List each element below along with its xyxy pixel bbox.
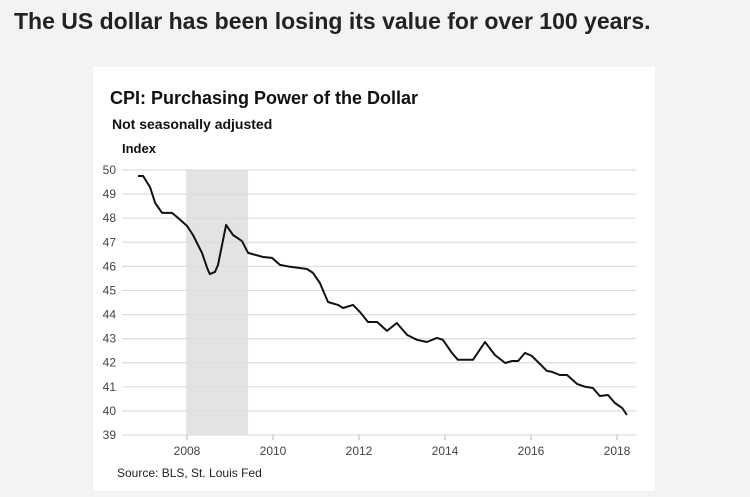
- y-tick-label: 44: [103, 308, 117, 322]
- y-tick-label: 50: [103, 163, 117, 177]
- source-note: Source: BLS, St. Louis Fed: [117, 466, 262, 480]
- y-axis-label: Index: [122, 141, 156, 156]
- x-tick-label: 2014: [432, 444, 459, 458]
- y-tick-label: 39: [103, 428, 117, 442]
- y-tick-label: 47: [103, 235, 117, 249]
- series-line: [138, 175, 628, 416]
- x-tick-label: 2008: [174, 444, 201, 458]
- y-tick-label: 42: [103, 356, 117, 370]
- y-tick-label: 43: [103, 332, 117, 346]
- x-tick-label: 2016: [518, 444, 545, 458]
- x-tick-label: 2012: [346, 444, 373, 458]
- y-tick-label: 46: [103, 259, 117, 273]
- y-tick-label: 49: [103, 187, 117, 201]
- chart-subtitle: Not seasonally adjusted: [112, 116, 273, 132]
- y-tick-label: 48: [103, 211, 117, 225]
- x-tick-label: 2018: [604, 444, 631, 458]
- x-tick-label: 2010: [260, 444, 287, 458]
- chart-title: CPI: Purchasing Power of the Dollar: [110, 88, 419, 108]
- y-tick-label: 40: [103, 404, 117, 418]
- y-tick-label: 45: [103, 283, 117, 297]
- y-tick-label: 41: [103, 380, 117, 394]
- headline: The US dollar has been losing its value …: [14, 8, 651, 34]
- recession-band: [186, 170, 249, 435]
